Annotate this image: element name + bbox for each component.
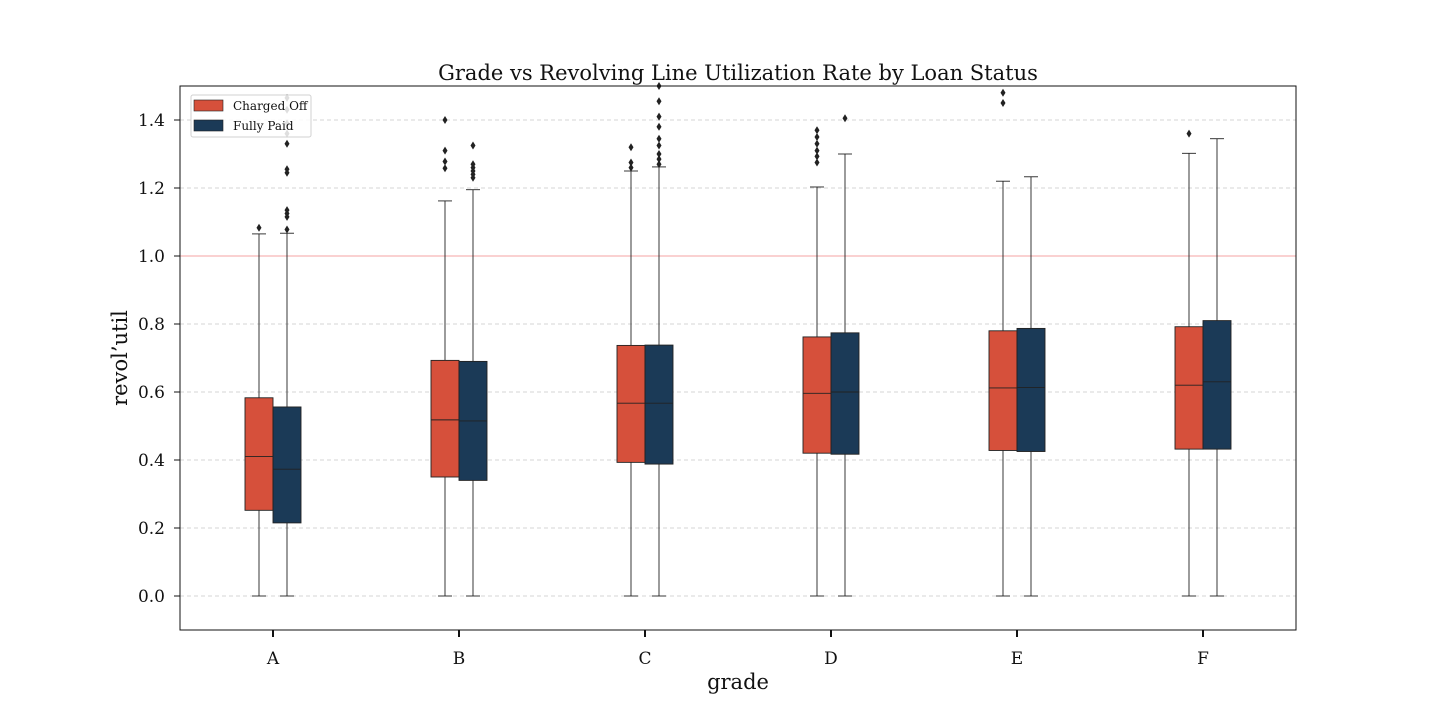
- box-group: [1016, 176, 1046, 597]
- x-tick-label: A: [266, 649, 280, 669]
- x-tick-label: B: [453, 649, 466, 669]
- box-group: [802, 126, 832, 597]
- outlier-point: [656, 97, 662, 106]
- y-axis-label: revol’util: [108, 310, 132, 406]
- outlier-point: [656, 112, 662, 121]
- box-group: [458, 141, 488, 597]
- outlier-point: [814, 126, 820, 135]
- outlier-point: [442, 146, 448, 155]
- y-tick-label: 0.2: [138, 519, 165, 539]
- legend: Charged Off Fully Paid: [190, 94, 312, 138]
- y-tick-label: 1.4: [138, 111, 165, 131]
- outlier-point: [814, 139, 820, 148]
- box-iqr: [644, 344, 674, 465]
- outlier-point: [442, 164, 448, 173]
- box-iqr: [1202, 320, 1232, 450]
- box-group: [272, 93, 302, 597]
- box-iqr: [244, 397, 274, 511]
- outlier-point: [656, 134, 662, 143]
- outlier-point: [656, 155, 662, 164]
- y-tick-label: 0.4: [138, 451, 165, 471]
- legend-label: Charged Off: [233, 99, 309, 113]
- x-tick-label: D: [824, 649, 838, 669]
- y-tick-label: 1.0: [138, 247, 165, 267]
- outlier-point: [814, 146, 820, 155]
- x-tick-label: E: [1011, 649, 1023, 669]
- outlier-point: [656, 141, 662, 150]
- x-tick-label: F: [1197, 649, 1209, 669]
- outlier-point: [628, 163, 634, 172]
- box-group: [616, 143, 646, 597]
- outlier-point: [656, 122, 662, 131]
- plot-area-frame: [179, 85, 1297, 631]
- x-tick-label: C: [638, 649, 651, 669]
- box-iqr: [272, 406, 302, 524]
- outlier-point: [628, 143, 634, 152]
- x-axis-label: grade: [707, 670, 769, 694]
- box-iqr: [830, 332, 860, 455]
- legend-swatch: [193, 99, 224, 112]
- outlier-point: [814, 158, 820, 167]
- outlier-point: [656, 150, 662, 158]
- legend-swatch: [193, 119, 224, 132]
- outlier-point: [842, 114, 848, 123]
- outlier-point: [814, 133, 820, 141]
- outlier-point: [656, 160, 662, 169]
- outlier-point: [470, 160, 476, 169]
- outlier-point: [284, 139, 290, 148]
- axes-group: 0.0 0.2 0.4 0.6 0.8 1.0 1.2 1.4 A B C D E F: [138, 111, 1209, 669]
- box-group: [830, 114, 860, 597]
- box-iqr: [988, 330, 1018, 451]
- outlier-point: [1000, 88, 1006, 97]
- chart-title: Grade vs Revolving Line Utilization Rate…: [438, 61, 1038, 85]
- y-tick-label: 0.8: [138, 315, 165, 335]
- box-group: [1202, 138, 1232, 597]
- outlier-point: [1186, 129, 1192, 138]
- outlier-point: [470, 141, 476, 150]
- y-tick-label: 1.2: [138, 179, 165, 199]
- box-iqr: [430, 359, 460, 478]
- box-group: [244, 223, 274, 597]
- box-iqr: [1016, 327, 1046, 452]
- outlier-point: [256, 223, 262, 232]
- outlier-point: [1000, 99, 1006, 107]
- outlier-point: [442, 116, 448, 124]
- box-iqr: [1174, 326, 1204, 450]
- box-iqr: [616, 344, 646, 463]
- outlier-point: [284, 206, 290, 215]
- y-tick-label: 0.6: [138, 383, 165, 403]
- boxes-group: [244, 82, 1232, 597]
- box-group: [644, 82, 674, 597]
- box-group: [988, 88, 1018, 597]
- outlier-point: [628, 158, 634, 167]
- outlier-point: [284, 165, 290, 174]
- box-group: [430, 116, 460, 597]
- y-tick-label: 0.0: [138, 587, 165, 607]
- outlier-point: [814, 152, 820, 161]
- box-iqr: [802, 336, 832, 454]
- outlier-point: [284, 225, 290, 234]
- outlier-point: [442, 157, 448, 166]
- legend-label: Fully Paid: [233, 119, 294, 133]
